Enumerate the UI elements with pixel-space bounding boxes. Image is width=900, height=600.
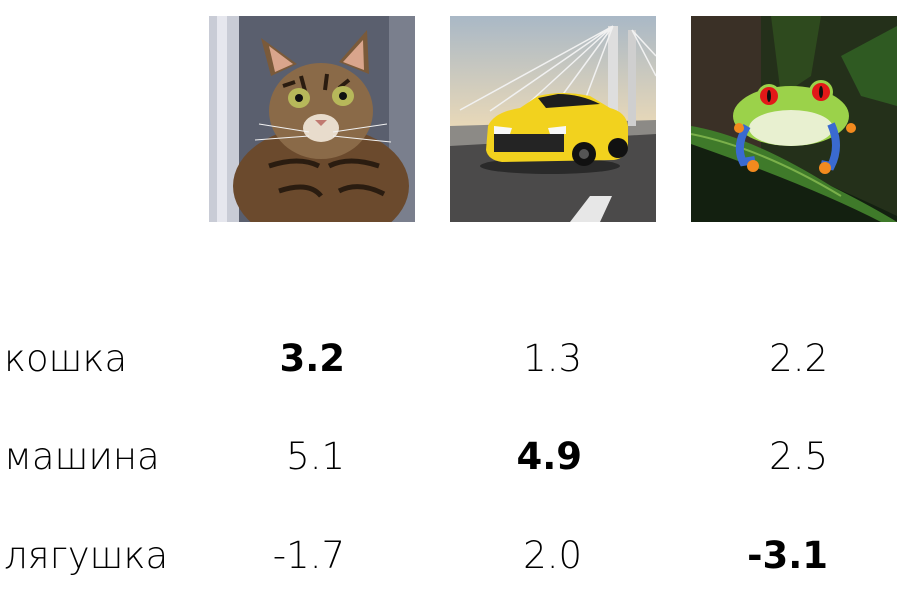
- cat-image: [209, 16, 415, 222]
- score-cell: 5.1: [286, 435, 345, 478]
- score-cell: 1.3: [523, 337, 582, 380]
- car-photo-icon: [450, 16, 656, 222]
- row-label-car: машина: [4, 435, 160, 478]
- car-image: [450, 16, 656, 222]
- score-cell: -1.7: [272, 534, 345, 577]
- score-cell: 2.5: [769, 435, 828, 478]
- cat-photo-icon: [209, 16, 415, 222]
- score-cell: 3.2: [279, 337, 345, 380]
- score-cell: 2.2: [769, 337, 828, 380]
- score-cell: -3.1: [747, 534, 828, 577]
- row-label-frog: лягушка: [4, 534, 169, 577]
- frog-image: [691, 16, 897, 222]
- score-cell: 2.0: [523, 534, 582, 577]
- score-cell: 4.9: [516, 435, 582, 478]
- frog-photo-icon: [691, 16, 897, 222]
- row-label-cat: кошка: [4, 337, 128, 380]
